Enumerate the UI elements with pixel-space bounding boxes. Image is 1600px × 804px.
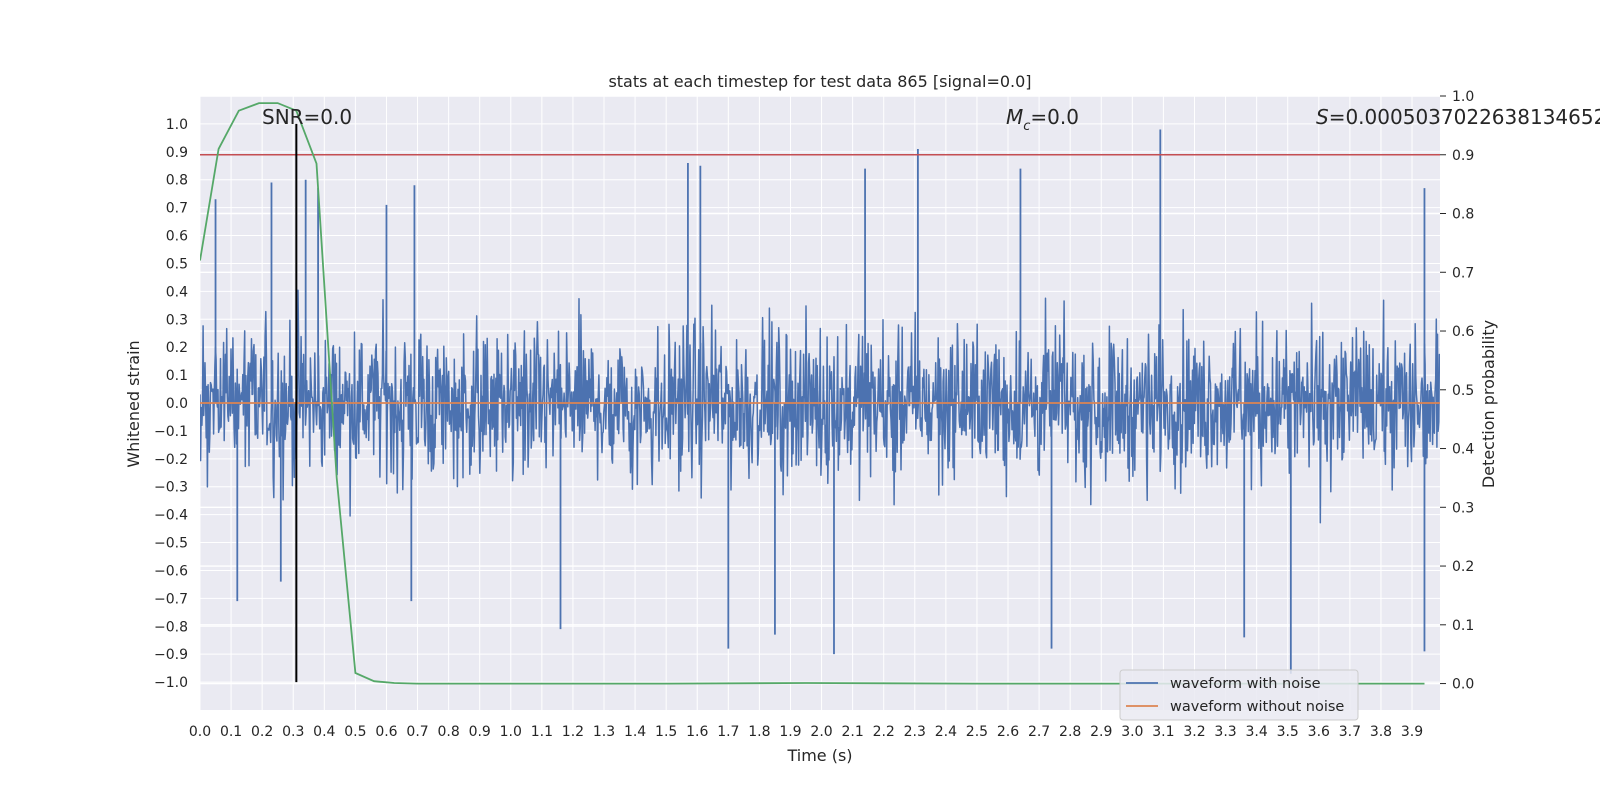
- x-tick-label: 2.5: [966, 724, 988, 740]
- x-tick-label: 3.8: [1370, 724, 1392, 740]
- x-tick-label: 1.1: [531, 724, 553, 740]
- x-tick-label: 2.2: [873, 724, 895, 740]
- x-tick-label: 3.4: [1246, 724, 1268, 740]
- y2-tick-label: 0.9: [1452, 148, 1474, 164]
- x-tick-label: 3.3: [1214, 724, 1236, 740]
- y-tick-label: 0.4: [166, 284, 188, 300]
- x-tick-label: 3.6: [1308, 724, 1330, 740]
- y2-tick-label: 0.5: [1452, 383, 1474, 399]
- annotation-snr: SNR=0.0: [262, 105, 352, 129]
- x-tick-label: 0.8: [437, 724, 459, 740]
- x-tick-label: 0.2: [251, 724, 273, 740]
- y-axis-label: Whitened strain: [124, 340, 143, 467]
- x-tick-label: 2.7: [1028, 724, 1050, 740]
- y2-axis-label: Detection probability: [1479, 320, 1498, 488]
- s-value: =0.0005037022638134652: [1329, 105, 1600, 129]
- y-tick-label: −0.2: [154, 452, 188, 468]
- annotation-s: S=0.0005037022638134652: [1316, 105, 1600, 129]
- x-tick-label: 2.9: [1090, 724, 1112, 740]
- x-tick-label: 1.2: [562, 724, 584, 740]
- x-tick-label: 3.0: [1121, 724, 1143, 740]
- x-tick-label: 1.9: [779, 724, 801, 740]
- x-axis-ticks: 0.0 0.1 0.2 0.3 0.4 0.5 0.6 0.7 0.8 0.9 1.0 1.1 1.2 1…: [189, 724, 1423, 740]
- x-tick-label: 2.1: [841, 724, 863, 740]
- plot-area: [200, 102, 1440, 685]
- y-axis-ticks: 1.0 0.9 0.8 0.7 0.6 0.5 0.4 0.3 0.2 0.1 0.0 −0.1 −0.…: [154, 117, 188, 691]
- series-waveform-with-noise: [200, 289, 1440, 524]
- y-tick-label: 1.0: [166, 117, 188, 133]
- y-tick-label: −0.5: [154, 536, 188, 552]
- x-tick-label: 0.4: [313, 724, 335, 740]
- x-tick-label: 2.0: [810, 724, 832, 740]
- y-tick-label: −0.6: [154, 563, 188, 579]
- x-tick-label: 3.2: [1183, 724, 1205, 740]
- y2-tick-label: 0.6: [1452, 324, 1474, 340]
- x-tick-label: 0.9: [469, 724, 491, 740]
- legend-label-noise: waveform with noise: [1170, 676, 1321, 692]
- x-tick-label: 3.1: [1152, 724, 1174, 740]
- y2-tick-label: 0.8: [1452, 207, 1474, 223]
- x-tick-label: 1.7: [717, 724, 739, 740]
- y-tick-label: 0.6: [166, 229, 188, 245]
- x-tick-label: 0.5: [344, 724, 366, 740]
- y-tick-label: 0.1: [166, 368, 188, 384]
- x-tick-label: 3.9: [1401, 724, 1423, 740]
- noise-peaks: [214, 129, 1426, 674]
- x-tick-label: 1.5: [655, 724, 677, 740]
- y-tick-label: 0.2: [166, 340, 188, 356]
- chart-title: stats at each timestep for test data 865…: [608, 72, 1031, 91]
- x-tick-label: 0.7: [406, 724, 428, 740]
- x-tick-label: 1.3: [593, 724, 615, 740]
- x-tick-label: 1.8: [748, 724, 770, 740]
- x-tick-label: 2.6: [997, 724, 1019, 740]
- y-tick-label: −0.1: [154, 424, 188, 440]
- x-axis-label: Time (s): [786, 746, 852, 765]
- y2-tick-label: 0.7: [1452, 265, 1474, 281]
- chirp-mass-subscript: c: [1023, 119, 1030, 134]
- y2-tick-label: 1.0: [1452, 89, 1474, 105]
- x-tick-label: 0.3: [282, 724, 304, 740]
- annotation-chirp-mass: Mc=0.0: [1006, 105, 1079, 134]
- y2-tick-label: 0.1: [1452, 618, 1474, 634]
- x-tick-label: 0.0: [189, 724, 211, 740]
- x-tick-label: 2.3: [904, 724, 926, 740]
- x-tick-label: 2.4: [935, 724, 957, 740]
- legend-box: [1119, 669, 1359, 721]
- y-tick-label: −0.9: [154, 647, 188, 663]
- y2-axis-ticks: 1.0 0.9 0.8 0.7 0.6 0.5 0.4 0.3 0.2 0.1 0.0: [1440, 89, 1474, 693]
- x-tick-label: 3.5: [1277, 724, 1299, 740]
- s-symbol: S: [1316, 105, 1329, 129]
- legend: waveform with noise waveform without noi…: [1119, 669, 1359, 721]
- y-tick-label: 0.9: [166, 145, 188, 161]
- y-tick-label: 0.7: [166, 201, 188, 217]
- x-tick-label: 1.0: [500, 724, 522, 740]
- y2-tick-label: 0.2: [1452, 559, 1474, 575]
- y-tick-label: −0.7: [154, 591, 188, 607]
- y-tick-label: −0.4: [154, 508, 188, 524]
- legend-label-clean: waveform without noise: [1170, 699, 1344, 715]
- x-tick-label: 2.8: [1059, 724, 1081, 740]
- y-tick-label: −1.0: [154, 675, 188, 691]
- y-tick-label: 0.8: [166, 173, 188, 189]
- x-tick-label: 1.4: [624, 724, 646, 740]
- y2-tick-label: 0.3: [1452, 500, 1474, 516]
- chirp-mass-symbol: M: [1006, 105, 1023, 129]
- y-tick-label: 0.3: [166, 312, 188, 328]
- chirp-mass-value: =0.0: [1030, 105, 1079, 129]
- y2-tick-label: 0.4: [1452, 442, 1474, 458]
- y2-tick-label: 0.0: [1452, 677, 1474, 693]
- y-tick-label: −0.3: [154, 480, 188, 496]
- y-tick-label: −0.8: [154, 619, 188, 635]
- x-tick-label: 0.1: [220, 724, 242, 740]
- y-tick-label: 0.5: [166, 256, 188, 272]
- x-tick-label: 1.6: [686, 724, 708, 740]
- grid-horizontal: [200, 123, 1440, 683]
- y-tick-label: 0.0: [166, 396, 188, 412]
- x-tick-label: 3.7: [1339, 724, 1361, 740]
- x-tick-label: 0.6: [375, 724, 397, 740]
- series-detection-probability: [200, 102, 1425, 685]
